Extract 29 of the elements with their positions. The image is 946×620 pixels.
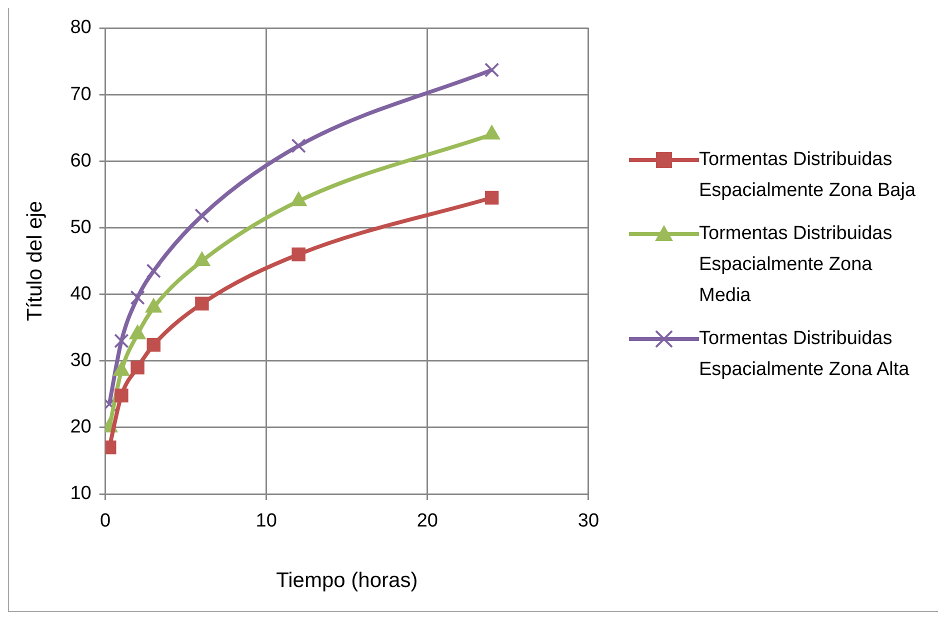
x-tick-label: 20 bbox=[416, 510, 438, 532]
point bbox=[484, 62, 500, 78]
x-axis-title: Tiempo (horas) bbox=[276, 569, 418, 592]
y-tick-label: 20 bbox=[70, 416, 92, 438]
y-tick-label: 60 bbox=[70, 150, 92, 172]
y-axis-title: Título del eje bbox=[23, 200, 46, 322]
point bbox=[146, 264, 162, 278]
point bbox=[146, 338, 161, 352]
legend-label: Tormentas Distribuidas Espacialmente Zona Baja bbox=[699, 148, 917, 203]
y-tick-label: 80 bbox=[70, 17, 92, 38]
x-tick-label: 10 bbox=[256, 510, 277, 532]
point bbox=[292, 247, 306, 262]
point bbox=[130, 360, 144, 374]
point bbox=[194, 208, 210, 224]
point bbox=[130, 290, 145, 305]
point bbox=[484, 190, 499, 205]
y-tick-label: 10 bbox=[70, 483, 92, 504]
legend-label: Tormentas Distribuidas Espacialmente Zona Media bbox=[699, 222, 894, 308]
y-tick-label: 40 bbox=[70, 284, 92, 305]
x-tick-label: 0 bbox=[100, 510, 111, 532]
point bbox=[114, 388, 128, 402]
y-tick-label: 30 bbox=[70, 350, 92, 372]
y-tick-label: 70 bbox=[70, 84, 92, 105]
point bbox=[195, 296, 209, 310]
point bbox=[114, 334, 129, 348]
x-tick-label: 30 bbox=[578, 510, 600, 532]
point bbox=[291, 138, 306, 154]
y-tick-label: 50 bbox=[70, 216, 92, 238]
legend-label: Tormentas Distribuidas Espacialmente Zona Alta bbox=[699, 327, 910, 382]
